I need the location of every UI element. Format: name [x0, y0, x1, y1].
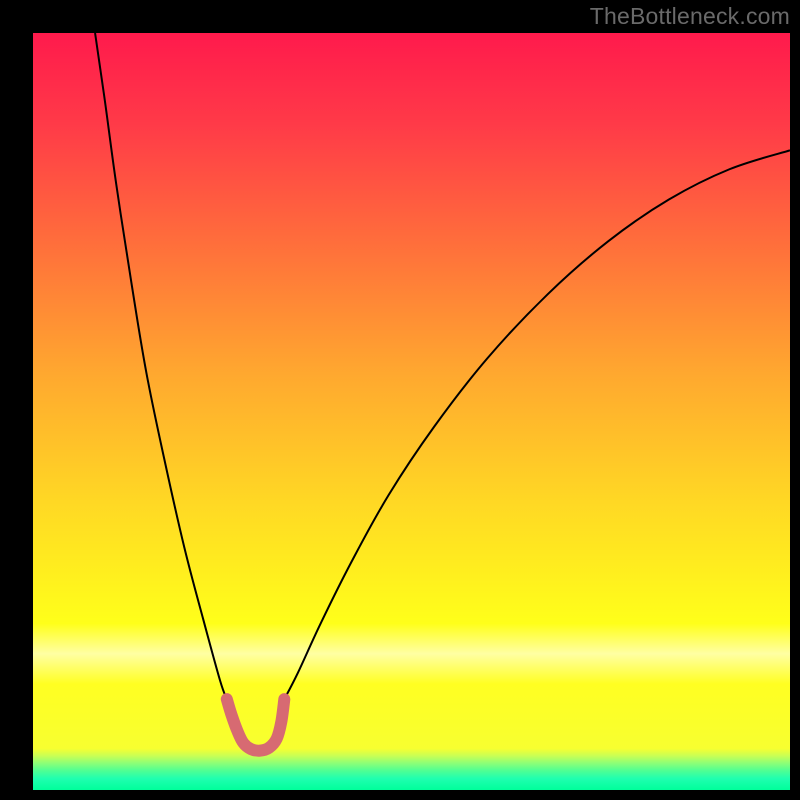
- watermark-text: TheBottleneck.com: [590, 3, 790, 30]
- chart-svg: [33, 33, 790, 790]
- plot-area: [33, 33, 790, 790]
